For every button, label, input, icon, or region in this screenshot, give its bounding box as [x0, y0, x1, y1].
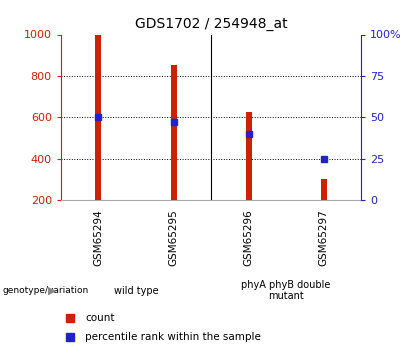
- Title: GDS1702 / 254948_at: GDS1702 / 254948_at: [135, 17, 287, 31]
- Text: GSM65294: GSM65294: [93, 210, 103, 266]
- Text: GSM65297: GSM65297: [319, 210, 329, 266]
- Bar: [171, 65, 176, 200]
- Text: GSM65296: GSM65296: [244, 210, 254, 266]
- Text: GSM65295: GSM65295: [168, 210, 178, 266]
- Bar: [246, 112, 252, 200]
- Bar: [95, 34, 102, 200]
- Text: phyA phyB double
mutant: phyA phyB double mutant: [241, 280, 331, 302]
- Text: ▶: ▶: [48, 286, 57, 296]
- Text: genotype/variation: genotype/variation: [2, 286, 88, 295]
- Text: wild type: wild type: [114, 286, 158, 296]
- Text: percentile rank within the sample: percentile rank within the sample: [85, 332, 261, 342]
- Text: count: count: [85, 313, 114, 323]
- Bar: [320, 179, 327, 200]
